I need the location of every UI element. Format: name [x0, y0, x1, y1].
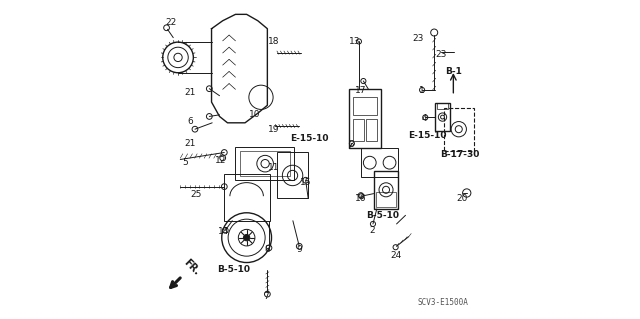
- Text: FR.: FR.: [181, 258, 201, 278]
- Circle shape: [431, 29, 438, 36]
- Text: 22: 22: [165, 18, 177, 27]
- Text: B-1: B-1: [445, 67, 462, 76]
- Circle shape: [221, 150, 227, 155]
- Text: 24: 24: [390, 251, 401, 260]
- Bar: [353, 97, 378, 115]
- Text: SCV3-E1500A: SCV3-E1500A: [417, 298, 468, 307]
- Circle shape: [383, 186, 390, 193]
- Text: 12: 12: [215, 156, 226, 165]
- Text: 18: 18: [268, 37, 280, 46]
- Text: B-5-10: B-5-10: [217, 265, 250, 274]
- Circle shape: [463, 189, 471, 197]
- Bar: [361, 148, 397, 177]
- Text: 10: 10: [249, 110, 260, 119]
- Text: E-15-10: E-15-10: [291, 134, 329, 143]
- Text: 11: 11: [268, 163, 280, 172]
- Text: 9: 9: [296, 245, 302, 254]
- Text: 19: 19: [268, 125, 280, 134]
- Text: 1: 1: [419, 86, 424, 95]
- Bar: [240, 151, 290, 176]
- Circle shape: [221, 184, 227, 189]
- Bar: [236, 147, 294, 180]
- Bar: [277, 152, 308, 198]
- Bar: [366, 119, 377, 141]
- Bar: [374, 171, 399, 209]
- Text: E-15-10: E-15-10: [408, 131, 447, 140]
- Text: 21: 21: [184, 139, 196, 148]
- Bar: [436, 103, 448, 109]
- Circle shape: [243, 234, 250, 241]
- Text: 14: 14: [218, 227, 229, 236]
- Text: 7: 7: [264, 292, 269, 300]
- Text: 25: 25: [191, 190, 202, 199]
- Circle shape: [264, 291, 270, 297]
- Text: 16: 16: [355, 194, 367, 203]
- Bar: [444, 108, 474, 151]
- Text: 3: 3: [348, 140, 354, 149]
- Text: 21: 21: [184, 88, 196, 97]
- Text: 15: 15: [300, 178, 312, 187]
- Circle shape: [164, 25, 170, 31]
- Text: 6: 6: [187, 117, 193, 126]
- Text: 20: 20: [456, 194, 468, 203]
- Text: 23: 23: [435, 50, 446, 59]
- Bar: [376, 192, 396, 207]
- Text: 23: 23: [413, 34, 424, 43]
- Text: 2: 2: [370, 226, 376, 235]
- Text: B-17-30: B-17-30: [440, 150, 479, 159]
- Text: B-5-10: B-5-10: [365, 211, 399, 220]
- Bar: [353, 119, 364, 141]
- Text: 13: 13: [349, 37, 360, 46]
- Bar: [223, 174, 270, 221]
- Text: 5: 5: [182, 158, 188, 167]
- Bar: [349, 89, 381, 148]
- Text: 8: 8: [265, 245, 271, 254]
- Bar: [435, 103, 450, 131]
- Text: 4: 4: [422, 114, 428, 123]
- Text: 17: 17: [355, 86, 367, 95]
